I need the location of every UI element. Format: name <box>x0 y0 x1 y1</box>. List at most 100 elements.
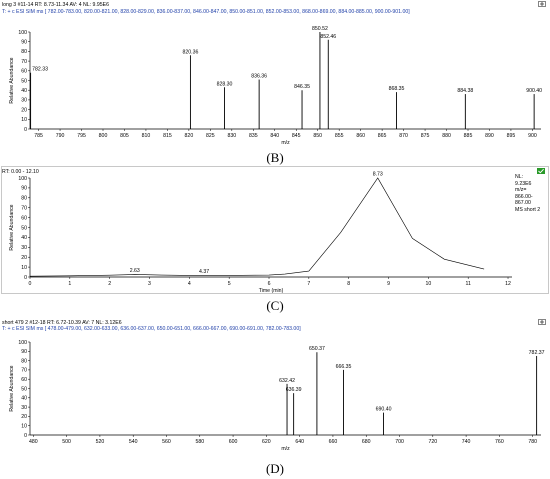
x-tick-label: 540 <box>129 439 138 445</box>
y-tick-label: 0 <box>24 127 27 133</box>
peak-label: 782.33 <box>32 67 48 73</box>
x-tick-label: 790 <box>56 133 65 139</box>
side-mz: m/z= <box>515 187 527 194</box>
caption-c: (C) <box>266 298 284 313</box>
x-tick-label: 885 <box>464 133 473 139</box>
x-tick-label: 11 <box>465 281 470 287</box>
y-tick-label: 100 <box>18 30 27 36</box>
panel-c: RT: 0.00 - 12.10 NL: 9.23E6 m/z= 866.00-… <box>0 166 550 296</box>
x-tick-label: 560 <box>162 439 171 445</box>
y-tick-label: 10 <box>21 117 27 123</box>
x-tick-label: 5 <box>228 281 231 287</box>
x-tick-label: 880 <box>442 133 451 139</box>
side-range-end: 867.00 <box>515 200 531 207</box>
y-tick-label: 70 <box>21 368 27 374</box>
caption-d: (D) <box>265 461 285 476</box>
chart-d: 0 10 20 30 40 50 60 70 80 90 100 480 500 520 540 560 580… <box>9 340 545 452</box>
panel-d: short 479 2 #12-18 RT: 6.72-10.39 AV: 7 … <box>0 318 550 458</box>
panel-c-header-info: RT: 0.00 - 12.10 <box>2 169 39 175</box>
peak-label: 820.36 <box>182 49 198 55</box>
y-tick-label: 90 <box>21 40 27 46</box>
x-axis-title: m/z <box>281 446 290 452</box>
x-tick-label: 855 <box>335 133 344 139</box>
peak-annotation: 4.37 <box>199 269 209 275</box>
x-tick-label: 835 <box>249 133 258 139</box>
y-tick-label: 50 <box>21 78 27 84</box>
y-tick-label: 100 <box>18 340 27 346</box>
peak-label: 690.40 <box>376 407 392 413</box>
x-tick-label: 7 <box>307 281 310 287</box>
x-tick-label: 9 <box>387 281 390 287</box>
y-tick-label: 30 <box>21 245 27 251</box>
x-tick-label: 1 <box>68 281 71 287</box>
x-tick-label: 785 <box>34 133 43 139</box>
peak-annotation: 8.73 <box>373 172 383 178</box>
x-tick-label: 6 <box>268 281 271 287</box>
y-tick-label: 40 <box>21 396 27 402</box>
pin-icon[interactable] <box>538 1 546 7</box>
y-tick-label: 20 <box>21 255 27 261</box>
panel-b: long 3 #11-14 RT: 8.73-11.34 AV: 4 NL: 9… <box>0 0 550 160</box>
x-tick-label: 760 <box>495 439 504 445</box>
x-tick-label: 820 <box>185 133 194 139</box>
y-tick-label: 90 <box>21 186 27 192</box>
x-tick-label: 2 <box>108 281 111 287</box>
peak-label: 852.46 <box>320 34 336 40</box>
x-tick-label: 870 <box>399 133 408 139</box>
y-tick-label: 20 <box>21 414 27 420</box>
y-tick-label: 50 <box>21 225 27 231</box>
peak-annotation: 2.63 <box>130 268 140 274</box>
x-tick-label: 660 <box>329 439 338 445</box>
x-tick-label: 815 <box>163 133 172 139</box>
y-axis-title: Relative Abundance <box>9 204 15 250</box>
panel-b-header-info: long 3 #11-14 RT: 8.73-11.34 AV: 4 NL: 9… <box>2 2 109 8</box>
peak-label: 650.37 <box>309 346 325 352</box>
x-tick-label: 845 <box>292 133 301 139</box>
x-axis-title: Time (min) <box>259 288 284 294</box>
x-tick-label: 900 <box>528 133 537 139</box>
chart-b: 0 10 20 30 40 50 60 70 80 90 100 785 790 795 800 805 810… <box>9 26 542 146</box>
x-tick-label: 875 <box>421 133 430 139</box>
peak-label: 828.30 <box>217 81 233 87</box>
y-tick-label: 0 <box>24 433 27 439</box>
x-tick-label: 10 <box>425 281 431 287</box>
pin-icon[interactable] <box>538 319 546 325</box>
caption-b: (B) <box>266 150 284 165</box>
y-tick-label: 40 <box>21 235 27 241</box>
x-tick-label: 3 <box>148 281 151 287</box>
y-tick-label: 70 <box>21 59 27 65</box>
peak-label: 782.37 <box>529 350 545 356</box>
peak-label: 636.39 <box>286 387 302 393</box>
x-tick-label: 620 <box>262 439 271 445</box>
x-tick-label: 580 <box>195 439 204 445</box>
y-tick-label: 30 <box>21 98 27 104</box>
panel-b-header-scan: T: + c ESI SIM ms [ 782.00-783.00, 820.0… <box>2 9 410 15</box>
x-axis-title: m/z <box>281 140 290 146</box>
x-tick-label: 500 <box>62 439 71 445</box>
y-tick-label: 90 <box>21 349 27 355</box>
x-tick-label: 895 <box>507 133 516 139</box>
y-tick-label: 60 <box>21 377 27 383</box>
y-tick-label: 20 <box>21 107 27 113</box>
y-tick-label: 60 <box>21 215 27 221</box>
y-tick-label: 10 <box>21 265 27 271</box>
y-axis-title: Relative Abundance <box>9 365 15 411</box>
peak-label: 836.36 <box>251 74 267 80</box>
x-tick-label: 830 <box>227 133 236 139</box>
y-tick-label: 0 <box>24 275 27 281</box>
peak-label: 884.38 <box>457 88 473 94</box>
y-tick-label: 100 <box>18 176 27 182</box>
x-tick-label: 720 <box>428 439 437 445</box>
peak-label: 632.42 <box>279 378 295 384</box>
side-range-start: 866.00- <box>515 193 533 200</box>
check-icon[interactable] <box>537 168 545 174</box>
y-tick-label: 10 <box>21 424 27 430</box>
x-tick-label: 865 <box>378 133 387 139</box>
y-tick-label: 40 <box>21 88 27 94</box>
panel-d-header-info: short 479 2 #12-18 RT: 6.72-10.39 AV: 7 … <box>2 320 122 326</box>
x-tick-label: 520 <box>96 439 105 445</box>
x-tick-label: 8 <box>347 281 350 287</box>
x-tick-label: 860 <box>356 133 365 139</box>
x-tick-label: 680 <box>362 439 371 445</box>
y-tick-label: 70 <box>21 206 27 212</box>
